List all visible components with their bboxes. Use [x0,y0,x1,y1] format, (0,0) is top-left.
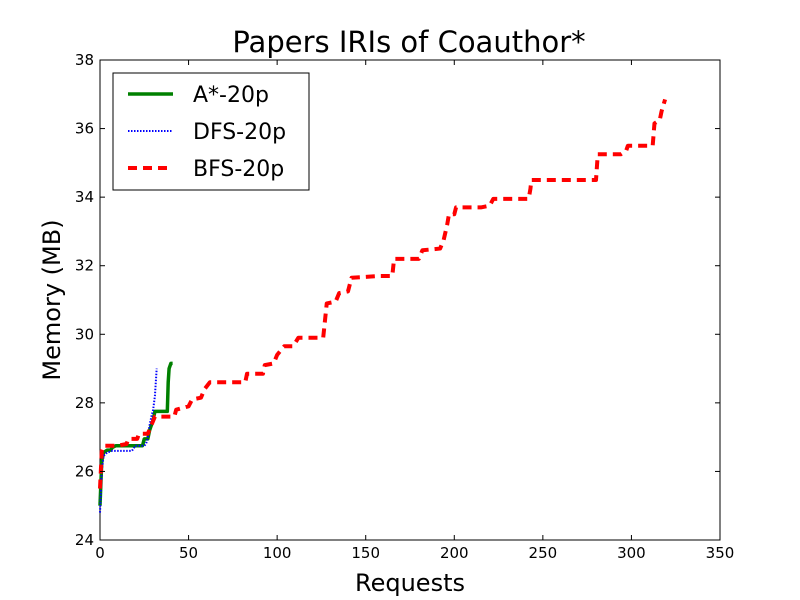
x-tick-label: 300 [617,544,646,562]
x-tick-label: 250 [529,544,558,562]
y-tick-label: 34 [75,188,94,206]
x-tick-label: 200 [440,544,469,562]
y-tick-label: 36 [75,120,94,138]
plot-area [99,59,721,541]
series-line-0 [98,361,173,506]
y-tick-label: 28 [75,394,94,412]
x-tick-label: 350 [706,544,735,562]
legend-label-2: BFS-20p [193,157,284,182]
chart-title: Papers IRIs of Coauthor* [232,25,585,59]
x-axis-label: Requests [355,569,465,597]
series-line-1 [99,368,158,513]
y-tick-label: 26 [75,462,94,480]
y-tick-label: 24 [75,531,94,549]
y-axis-label: Memory (MB) [38,219,66,380]
series-line-2 [98,98,668,489]
legend-label-1: DFS-20p [193,120,286,145]
x-tick-label: 100 [263,544,292,562]
y-tick-label: 38 [75,51,94,69]
x-tick-label: 150 [351,544,380,562]
x-tick-label: 0 [95,544,105,562]
x-tick-label: 50 [179,544,198,562]
y-tick-label: 32 [75,257,94,275]
legend-label-0: A*-20p [193,83,269,108]
legend: A*-20p DFS-20p BFS-20p [112,72,310,191]
y-tick-label: 30 [75,325,94,343]
